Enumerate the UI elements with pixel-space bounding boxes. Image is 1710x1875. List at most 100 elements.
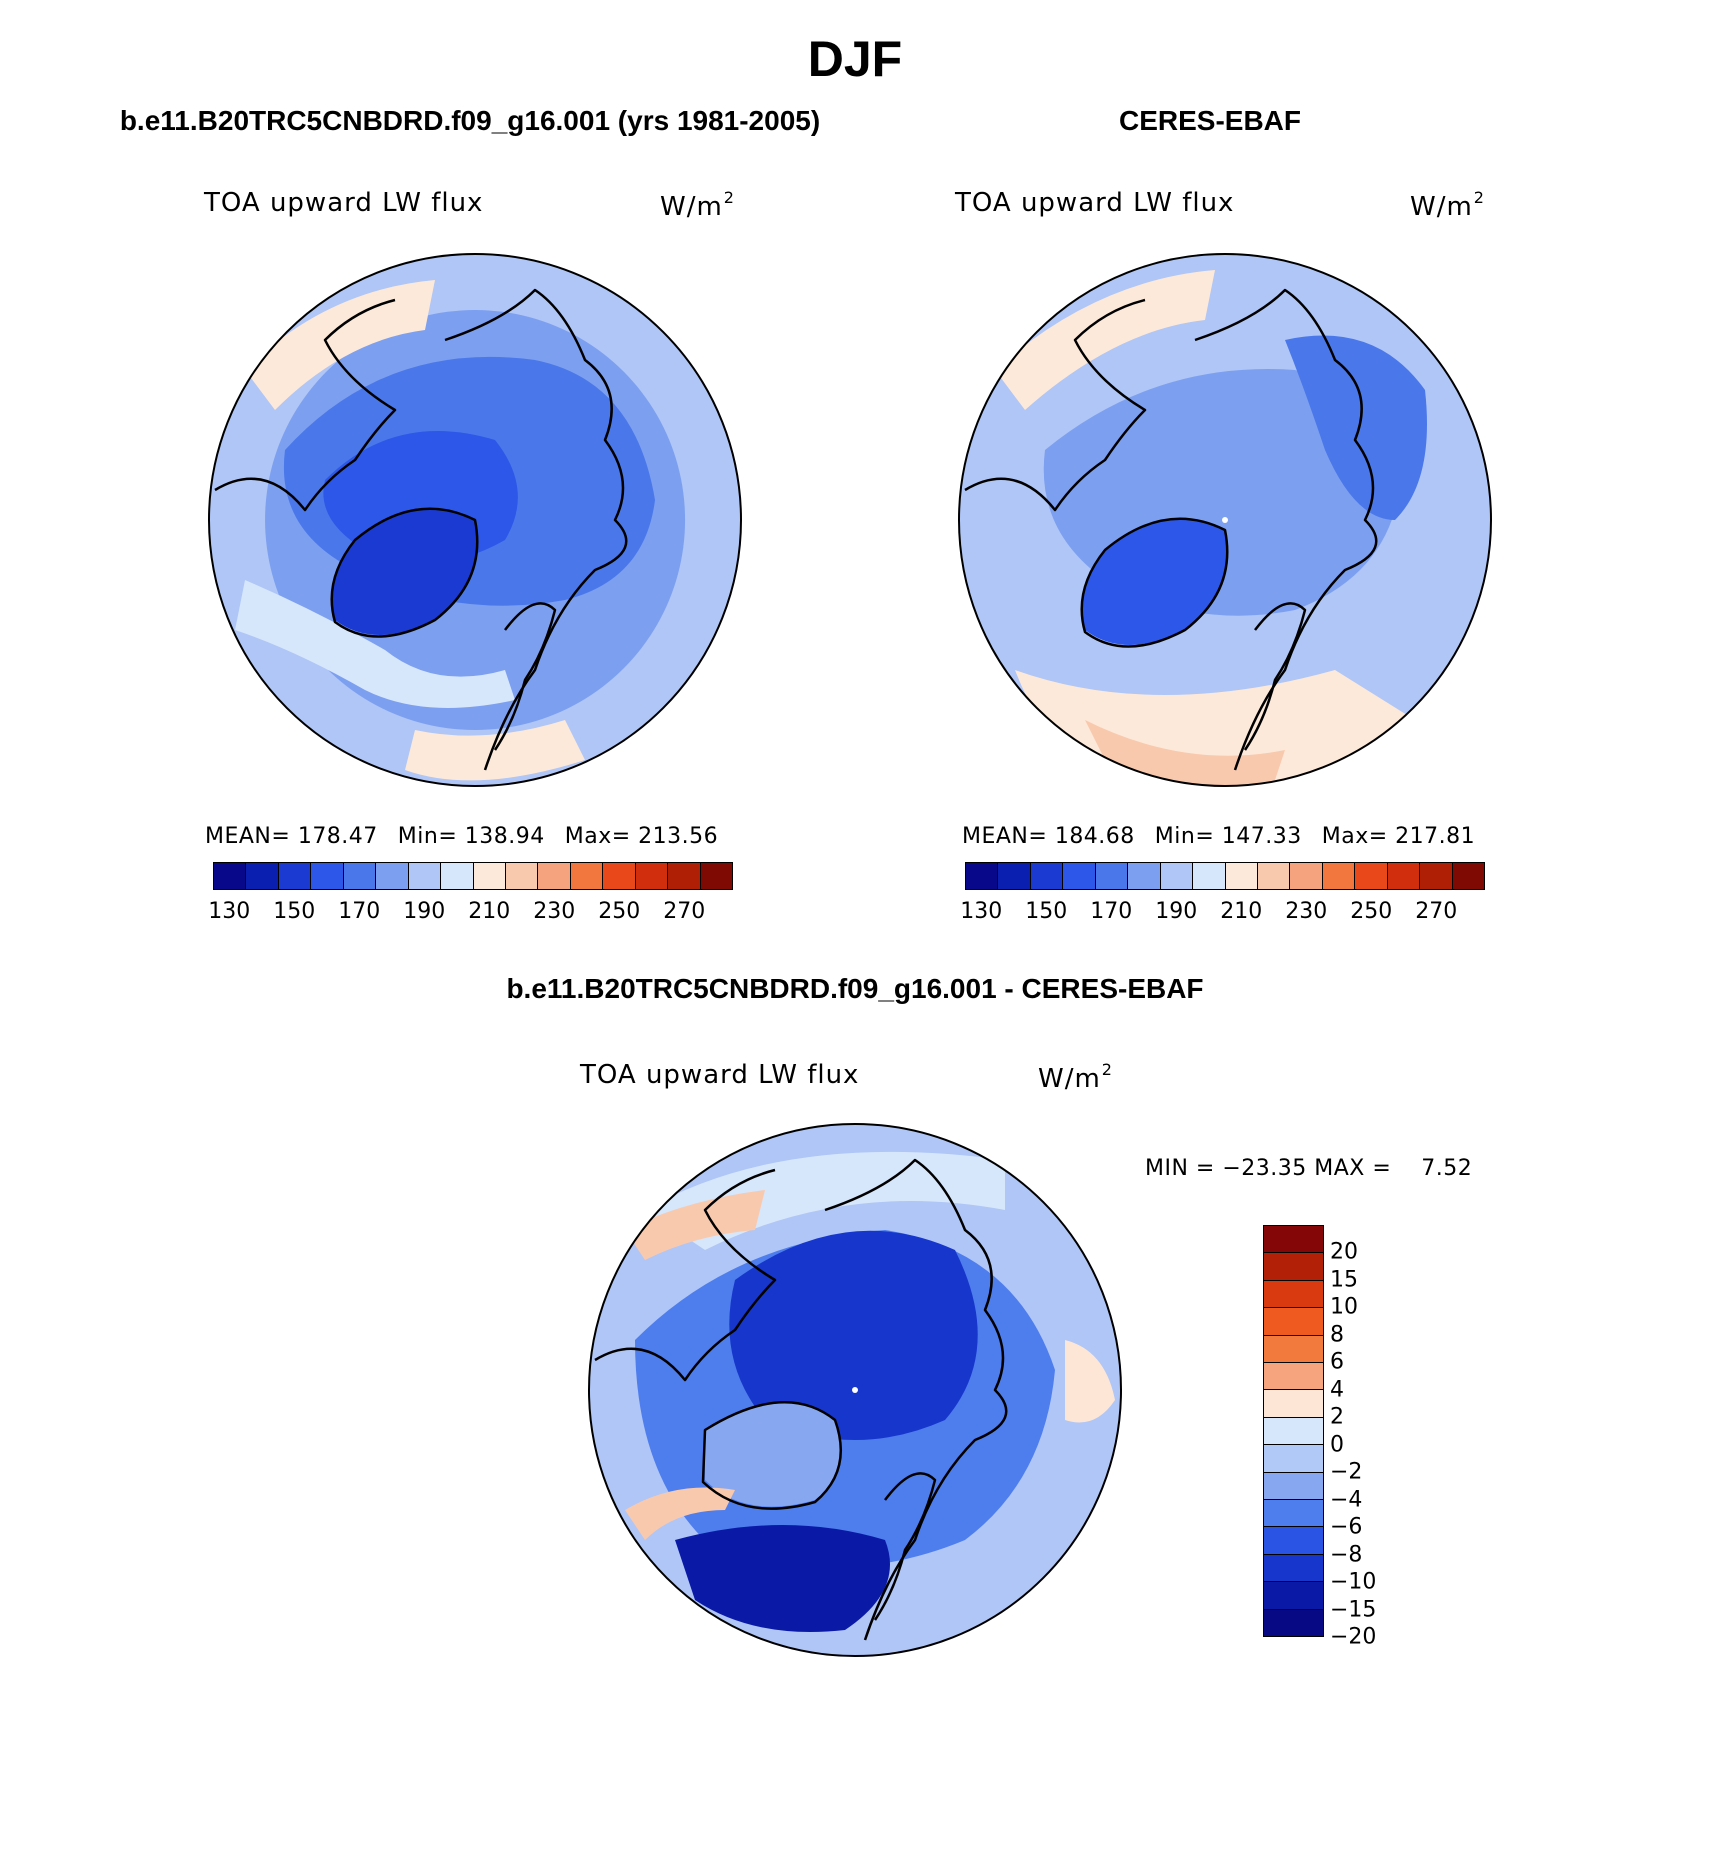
left-map-coastline-scandinavia <box>493 602 557 751</box>
right-mean: MEAN= 184.68 <box>962 824 1135 849</box>
colorbar-swatch <box>635 863 669 889</box>
right-min: Min= 147.33 <box>1154 824 1302 849</box>
left-polar-map <box>208 253 742 787</box>
colorbar-tick-label: −20 <box>1330 1624 1377 1650</box>
left-map-warm-top <box>245 280 435 410</box>
colorbar-swatch <box>1264 1554 1323 1583</box>
left-map-light-band <box>235 580 515 708</box>
colorbar-tick-label: −15 <box>1330 1597 1377 1623</box>
diff-colorbar <box>1263 1225 1324 1637</box>
diff-map-coastline-scandinavia <box>873 1472 937 1621</box>
colorbar-swatch <box>376 863 409 889</box>
diff-map-coastline-greenland <box>701 1400 843 1510</box>
colorbar-tick-label: 170 <box>1090 899 1133 924</box>
colorbar-tick-label: 270 <box>1415 899 1458 924</box>
diff-panel-title: b.e11.B20TRC5CNBDRD.f09_g16.001 - CERES-… <box>506 973 1204 1004</box>
diff-map-strong-central <box>729 1230 978 1440</box>
colorbar-tick-label: 8 <box>1330 1322 1344 1348</box>
colorbar-tick-label: 10 <box>1330 1294 1358 1320</box>
left-variable-label: TOA upward LW flux <box>204 188 484 218</box>
colorbar-tick-label: 4 <box>1330 1377 1344 1403</box>
figure-title: DJF <box>807 31 903 87</box>
colorbar-swatch <box>1063 863 1096 889</box>
left-map-coastline-eurasia <box>444 288 628 771</box>
colorbar-swatch <box>1264 1527 1323 1555</box>
colorbar-swatch <box>1264 1609 1323 1637</box>
colorbar-swatch <box>668 863 701 889</box>
colorbar-tick-label: 230 <box>1285 899 1328 924</box>
colorbar-swatch <box>343 863 377 889</box>
right-units-label: W/m2 <box>1410 188 1485 222</box>
colorbar-tick-label: 230 <box>533 899 576 924</box>
colorbar-swatch <box>246 863 279 889</box>
colorbar-tick-label: 250 <box>1350 899 1393 924</box>
colorbar-swatch <box>1264 1500 1323 1528</box>
colorbar-swatch <box>1290 863 1323 889</box>
colorbar-tick-label: 170 <box>338 899 381 924</box>
colorbar-tick-label: 150 <box>273 899 316 924</box>
colorbar-swatch <box>1264 1280 1323 1309</box>
diff-units-label: W/m2 <box>1038 1060 1113 1094</box>
colorbar-tick-label: 130 <box>208 899 251 924</box>
diff-map-coastline-canada <box>594 1168 777 1382</box>
right-map-coastline-canada <box>964 298 1147 512</box>
colorbar-tick-label: −8 <box>1330 1542 1363 1568</box>
colorbar-swatch <box>1225 863 1258 889</box>
colorbar-swatch <box>966 863 999 889</box>
right-map-coastline-scandinavia <box>1243 602 1307 751</box>
colorbar-tick-label: −2 <box>1330 1459 1363 1485</box>
colorbar-swatch <box>1264 1445 1323 1473</box>
colorbar-tick-label: −6 <box>1330 1514 1363 1540</box>
colorbar-tick-label: 130 <box>960 899 1003 924</box>
colorbar-tick-label: 150 <box>1025 899 1068 924</box>
colorbar-swatch <box>1355 863 1388 889</box>
colorbar-tick-label: 270 <box>663 899 706 924</box>
colorbar-swatch <box>1264 1363 1323 1391</box>
colorbar-swatch <box>1420 863 1453 889</box>
colorbar-tick-label: 20 <box>1330 1239 1358 1265</box>
right-variable-label: TOA upward LW flux <box>955 188 1235 218</box>
colorbar-swatch <box>1128 863 1161 889</box>
colorbar-swatch <box>1160 863 1194 889</box>
colorbar-swatch <box>1264 1390 1323 1418</box>
left-map-warm-bottom <box>405 720 585 781</box>
diff-polar-map <box>588 1123 1122 1657</box>
right-map-coastline-greenland <box>1080 517 1229 648</box>
colorbar-swatch <box>311 863 344 889</box>
colorbar-swatch <box>1257 863 1291 889</box>
colorbar-tick-label: −10 <box>1330 1569 1377 1595</box>
right-map-pole-dot <box>1222 517 1228 523</box>
colorbar-tick-label: 0 <box>1330 1432 1344 1458</box>
colorbar-swatch <box>1264 1582 1323 1610</box>
right-map-warm-top <box>995 270 1215 410</box>
diff-map-pole-dot <box>852 1387 858 1393</box>
colorbar-swatch <box>1322 863 1356 889</box>
diff-variable-label: TOA upward LW flux <box>580 1060 860 1090</box>
colorbar-swatch <box>473 863 506 889</box>
right-map-greenland <box>1082 518 1227 645</box>
colorbar-tick-label: −4 <box>1330 1487 1363 1513</box>
colorbar-swatch <box>1387 863 1421 889</box>
right-map-siberia <box>1285 335 1427 520</box>
colorbar-tick-label: 15 <box>1330 1267 1358 1293</box>
left-map-greenland <box>332 508 477 635</box>
colorbar-swatch <box>603 863 636 889</box>
diff-map-coastline-eurasia <box>824 1158 1008 1641</box>
colorbar-swatch <box>214 863 247 889</box>
diff-map-warm-right <box>1065 1340 1115 1423</box>
colorbar-swatch <box>998 863 1031 889</box>
colorbar-tick-label: 6 <box>1330 1349 1344 1375</box>
colorbar-tick-label: 210 <box>1220 899 1263 924</box>
diff-map-warm-streak <box>625 1487 735 1540</box>
right-max: Max= 217.81 <box>1321 824 1476 849</box>
colorbar-tick-label: 210 <box>468 899 511 924</box>
colorbar-swatch <box>1030 863 1064 889</box>
diff-map-warm-top <box>625 1190 765 1260</box>
right-polar-map <box>958 253 1492 787</box>
colorbar-swatch <box>278 863 312 889</box>
left-mean: MEAN= 178.47 <box>205 824 378 849</box>
colorbar-tick-label: 190 <box>403 899 446 924</box>
right-panel-title: CERES-EBAF <box>1118 105 1301 136</box>
diff-minmax: MIN = −23.35 MAX = 7.52 <box>1145 1156 1473 1181</box>
colorbar-swatch <box>1095 863 1129 889</box>
